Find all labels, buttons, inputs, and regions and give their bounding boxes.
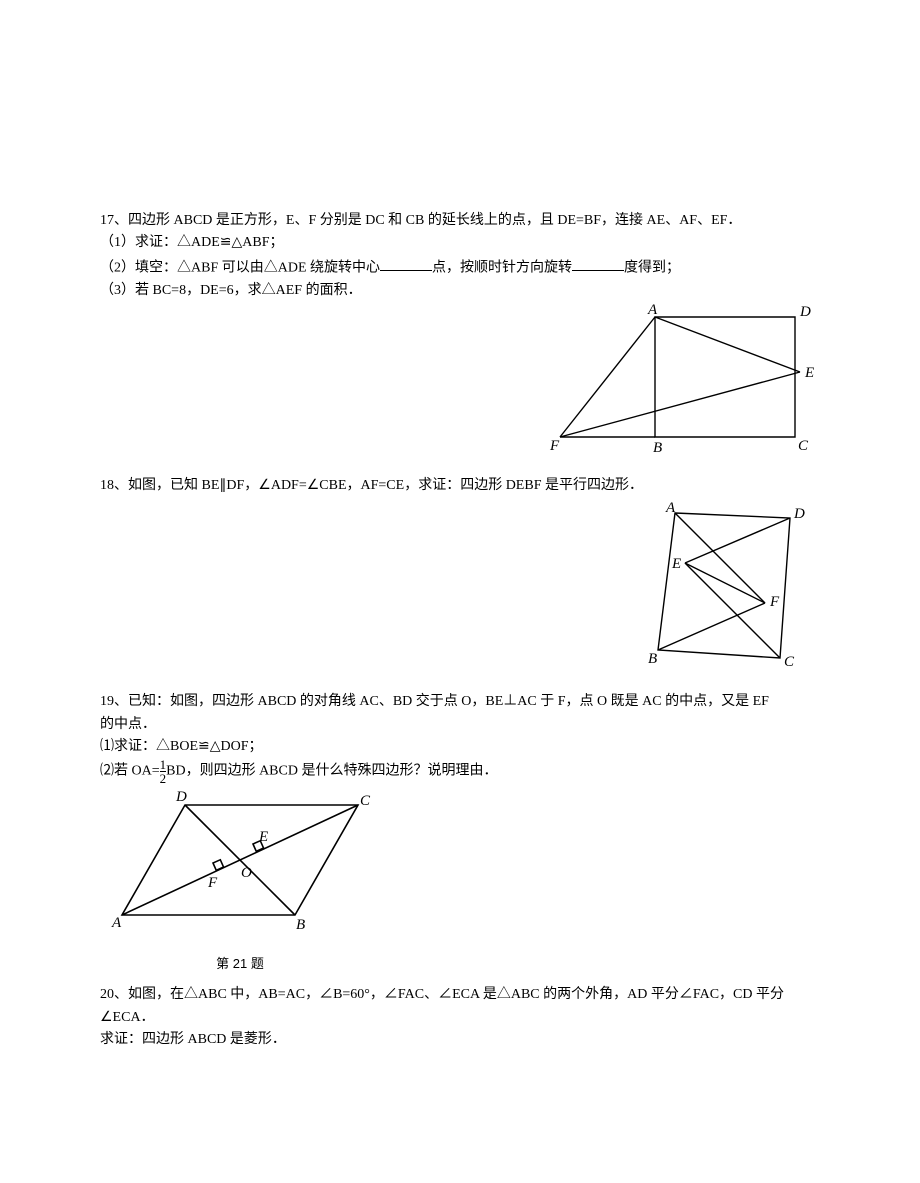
- p19-sub2a: ⑵若 OA=: [100, 764, 160, 779]
- p19-caption: 第 21 题: [100, 954, 380, 975]
- p19-sub1: ⑴求证：△BOE≌△DOF；: [100, 736, 820, 758]
- p19-label-B: B: [296, 917, 305, 933]
- p18-figure-wrap: A D E F B C: [100, 498, 820, 681]
- p17-diagram: A D E C B F: [540, 302, 820, 457]
- p19-label-F: F: [207, 875, 218, 891]
- p19-label-E: E: [258, 829, 268, 845]
- p19-sub2: ⑵若 OA=12BD，则四边形 ABCD 是什么特殊四边形？说明理由．: [100, 758, 820, 785]
- p17-sub1: （1）求证：△ADE≌△ABF；: [100, 232, 820, 254]
- p18-label-B: B: [648, 651, 657, 667]
- p17-label-B: B: [653, 440, 662, 456]
- problem-20: 20、如图，在△ABC 中，AB=AC，∠B=60°，∠FAC、∠ECA 是△A…: [100, 984, 820, 1051]
- p17-sub2b: 点，按顺时针方向旋转: [432, 260, 572, 275]
- p17-label-A: A: [647, 302, 658, 318]
- p18-label-A: A: [665, 500, 676, 516]
- page: 17、四边形 ABCD 是正方形，E、F 分别是 DC 和 CB 的延长线上的点…: [0, 0, 920, 1183]
- problem-19: 19、已知：如图，四边形 ABCD 的对角线 AC、BD 交于点 O，BE⊥AC…: [100, 691, 820, 974]
- p19-figure-wrap: A B C D E O F 第 21 题: [100, 785, 820, 974]
- p19-label-D: D: [175, 789, 187, 805]
- p20-line1: 20、如图，在△ABC 中，AB=AC，∠B=60°，∠FAC、∠ECA 是△A…: [100, 984, 820, 1006]
- p18-diagram: A D E F B C: [630, 498, 820, 673]
- problem-17: 17、四边形 ABCD 是正方形，E、F 分别是 DC 和 CB 的延长线上的点…: [100, 210, 820, 465]
- p17-label-C: C: [798, 438, 809, 454]
- p18-label-F: F: [769, 594, 780, 610]
- p17-sub3: （3）若 BC=8，DE=6，求△AEF 的面积．: [100, 280, 820, 302]
- problem-18: 18、如图，已知 BE∥DF，∠ADF=∠CBE，AF=CE，求证：四边形 DE…: [100, 475, 820, 681]
- p19-line1: 19、已知：如图，四边形 ABCD 的对角线 AC、BD 交于点 O，BE⊥AC…: [100, 691, 820, 713]
- p19-label-O: O: [241, 865, 252, 881]
- p17-label-D: D: [799, 304, 811, 320]
- p17-sub2: （2）填空：△ABF 可以由△ADE 绕旋转中心 点，按顺时针方向旋转 度得到；: [100, 255, 820, 280]
- p18-label-D: D: [793, 506, 805, 522]
- p19-label-A: A: [111, 915, 122, 931]
- p17-figure-wrap: A D E C B F: [100, 302, 820, 465]
- p17-blank2: [572, 255, 624, 271]
- p17-sub2a: （2）填空：△ABF 可以由△ADE 绕旋转中心: [100, 260, 380, 275]
- p17-sub2c: 度得到；: [624, 260, 680, 275]
- p20-line1b: ∠ECA．: [100, 1007, 820, 1029]
- p20-sub1: 求证：四边形 ABCD 是菱形．: [100, 1029, 820, 1051]
- p19-sub2b: BD，则四边形 ABCD 是什么特殊四边形？说明理由．: [166, 764, 497, 779]
- p18-line1: 18、如图，已知 BE∥DF，∠ADF=∠CBE，AF=CE，求证：四边形 DE…: [100, 475, 820, 497]
- p18-label-C: C: [784, 654, 795, 670]
- p17-line1: 17、四边形 ABCD 是正方形，E、F 分别是 DC 和 CB 的延长线上的点…: [100, 210, 820, 232]
- p19-line1b: 的中点．: [100, 714, 820, 736]
- p17-label-E: E: [804, 365, 814, 381]
- p17-blank1: [380, 255, 432, 271]
- p18-label-E: E: [671, 556, 681, 572]
- p19-diagram: A B C D E O F: [100, 785, 380, 945]
- p19-label-C: C: [360, 793, 371, 809]
- p17-label-F: F: [549, 438, 560, 454]
